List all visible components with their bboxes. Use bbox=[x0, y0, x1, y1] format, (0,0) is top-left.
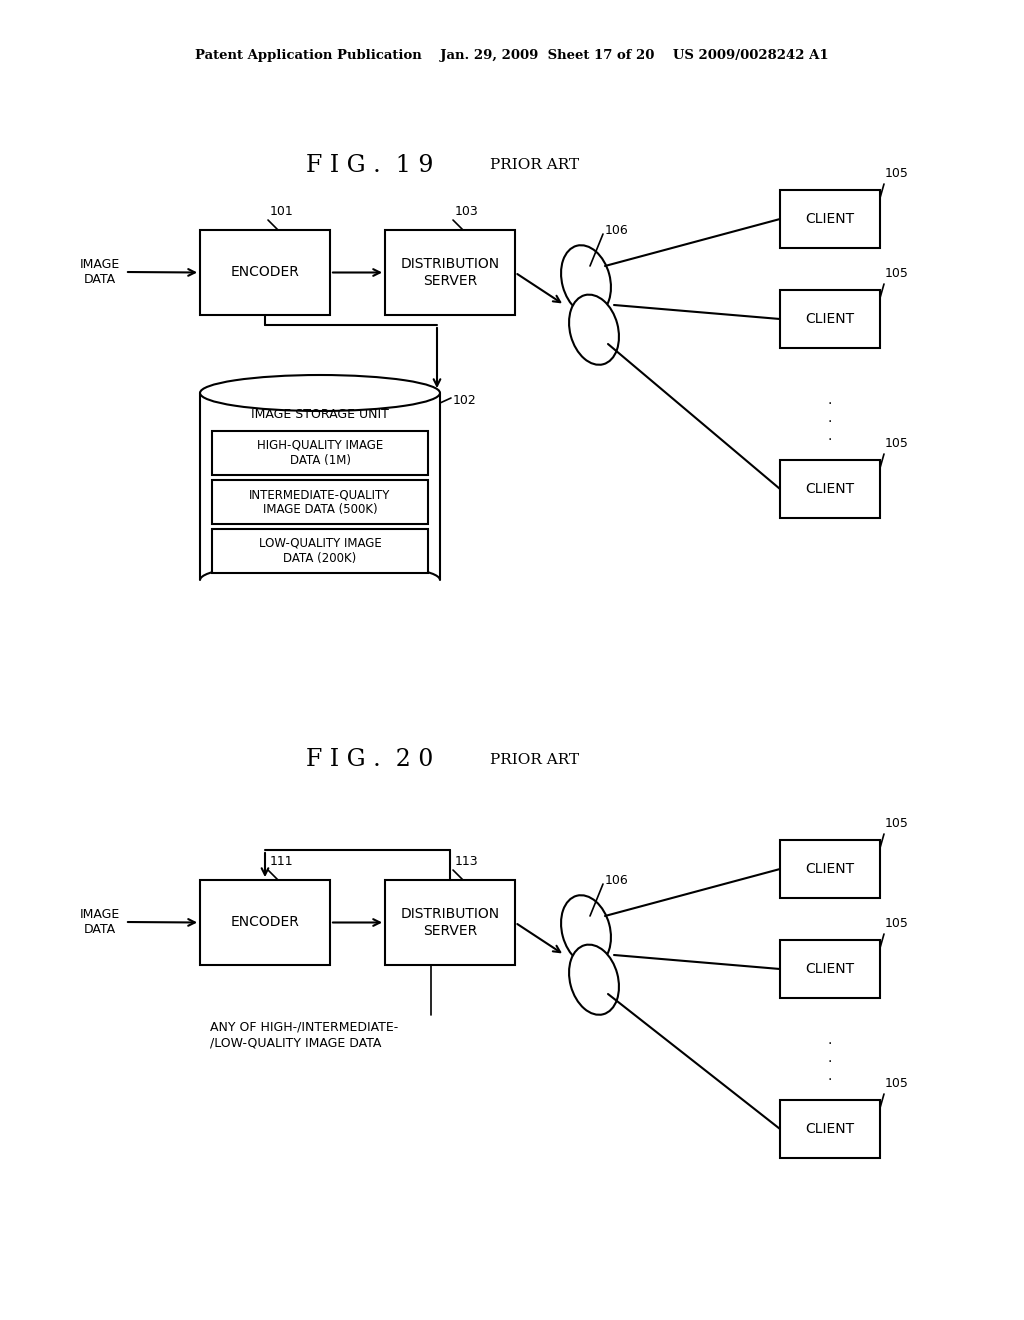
Text: 105: 105 bbox=[885, 168, 909, 180]
Text: 105: 105 bbox=[885, 437, 909, 450]
Bar bbox=[780, 459, 880, 517]
Text: IMAGE STORAGE UNIT: IMAGE STORAGE UNIT bbox=[251, 408, 389, 421]
Bar bbox=[385, 880, 515, 965]
Text: 105: 105 bbox=[885, 1077, 909, 1090]
Bar bbox=[385, 230, 515, 315]
Text: 105: 105 bbox=[885, 817, 909, 830]
Text: Patent Application Publication    Jan. 29, 2009  Sheet 17 of 20    US 2009/00282: Patent Application Publication Jan. 29, … bbox=[196, 49, 828, 62]
Bar bbox=[780, 290, 880, 348]
Text: DISTRIBUTION
SERVER: DISTRIBUTION SERVER bbox=[400, 257, 500, 288]
Text: .: . bbox=[827, 1034, 833, 1047]
Text: CLIENT: CLIENT bbox=[806, 962, 855, 975]
Text: CLIENT: CLIENT bbox=[806, 482, 855, 496]
Text: IMAGE
DATA: IMAGE DATA bbox=[80, 908, 120, 936]
Text: IMAGE
DATA: IMAGE DATA bbox=[80, 257, 120, 286]
Text: LOW-QUALITY IMAGE
DATA (200K): LOW-QUALITY IMAGE DATA (200K) bbox=[259, 537, 381, 565]
Text: 106: 106 bbox=[605, 874, 629, 887]
Bar bbox=[780, 190, 880, 248]
Text: CLIENT: CLIENT bbox=[806, 213, 855, 226]
Ellipse shape bbox=[569, 945, 618, 1015]
Bar bbox=[200, 230, 330, 315]
Text: .: . bbox=[827, 393, 833, 407]
Text: ENCODER: ENCODER bbox=[230, 265, 299, 280]
Text: 106: 106 bbox=[605, 223, 629, 236]
Text: F I G .  2 0: F I G . 2 0 bbox=[306, 748, 434, 771]
Text: .: . bbox=[827, 429, 833, 444]
Text: 102: 102 bbox=[453, 393, 477, 407]
Text: 105: 105 bbox=[885, 917, 909, 931]
Text: .: . bbox=[827, 1069, 833, 1082]
Text: CLIENT: CLIENT bbox=[806, 862, 855, 876]
Bar bbox=[212, 480, 428, 524]
Text: 105: 105 bbox=[885, 267, 909, 280]
Bar bbox=[780, 840, 880, 898]
Text: 103: 103 bbox=[455, 205, 479, 218]
Bar bbox=[780, 940, 880, 998]
Bar bbox=[200, 880, 330, 965]
Text: INTERMEDIATE-QUALITY
IMAGE DATA (500K): INTERMEDIATE-QUALITY IMAGE DATA (500K) bbox=[249, 488, 391, 516]
Text: F I G .  1 9: F I G . 1 9 bbox=[306, 153, 434, 177]
Ellipse shape bbox=[569, 294, 618, 364]
Bar bbox=[212, 432, 428, 475]
Bar bbox=[212, 529, 428, 573]
Text: HIGH-QUALITY IMAGE
DATA (1M): HIGH-QUALITY IMAGE DATA (1M) bbox=[257, 440, 383, 467]
Text: PRIOR ART: PRIOR ART bbox=[490, 158, 580, 172]
Text: .: . bbox=[827, 411, 833, 425]
Text: 111: 111 bbox=[270, 855, 294, 869]
Text: PRIOR ART: PRIOR ART bbox=[490, 752, 580, 767]
Text: CLIENT: CLIENT bbox=[806, 312, 855, 326]
Text: .: . bbox=[827, 1051, 833, 1065]
Text: ENCODER: ENCODER bbox=[230, 916, 299, 929]
Text: ANY OF HIGH-/INTERMEDIATE-
/LOW-QUALITY IMAGE DATA: ANY OF HIGH-/INTERMEDIATE- /LOW-QUALITY … bbox=[210, 1020, 398, 1049]
Ellipse shape bbox=[561, 246, 611, 315]
Text: 101: 101 bbox=[270, 205, 294, 218]
Bar bbox=[780, 1100, 880, 1158]
Text: DISTRIBUTION
SERVER: DISTRIBUTION SERVER bbox=[400, 907, 500, 937]
Ellipse shape bbox=[561, 895, 611, 965]
Ellipse shape bbox=[200, 375, 440, 411]
Text: 113: 113 bbox=[455, 855, 478, 869]
Text: CLIENT: CLIENT bbox=[806, 1122, 855, 1137]
